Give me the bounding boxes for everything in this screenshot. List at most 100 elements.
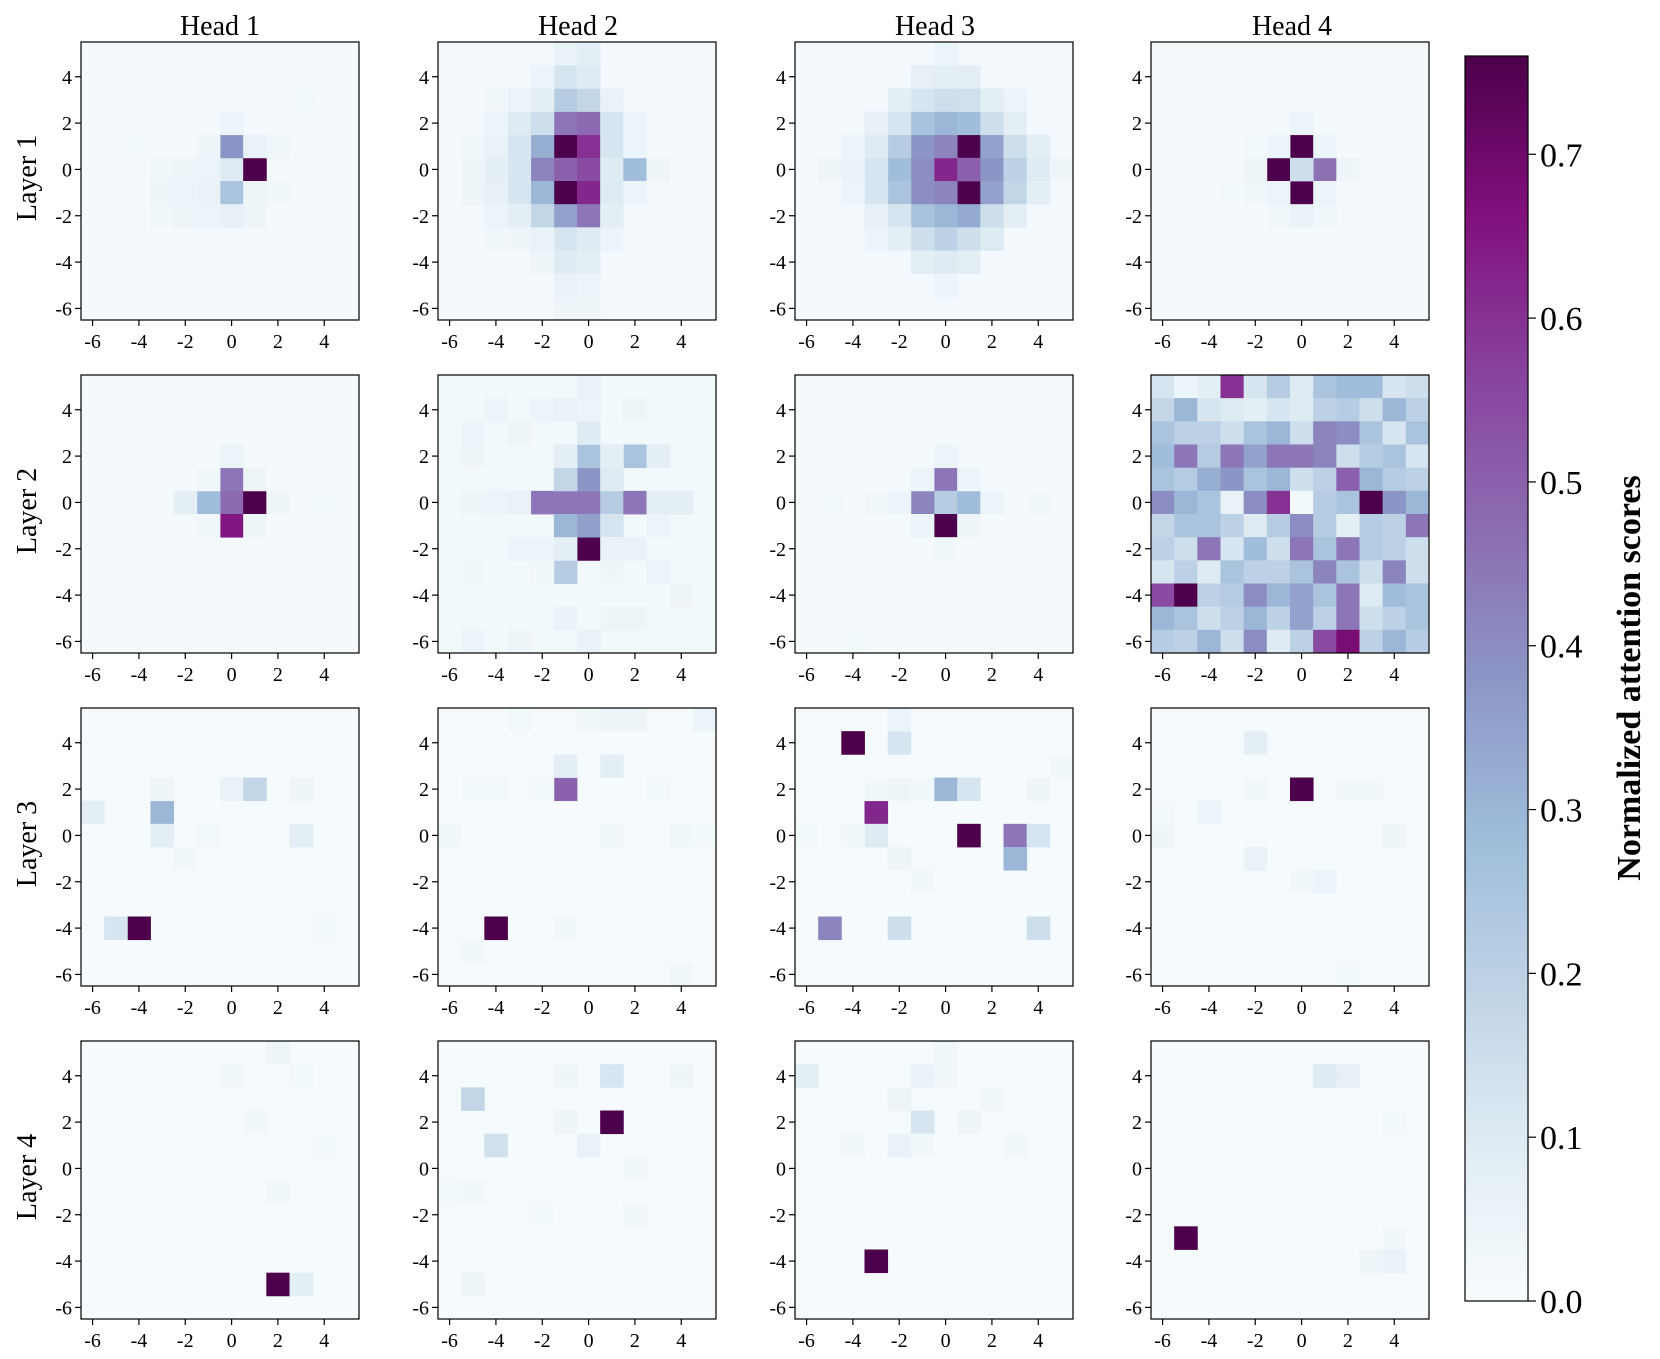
y-tick-label: 2 xyxy=(419,446,429,468)
y-tick-label: 0 xyxy=(62,492,72,514)
heatmap-cell xyxy=(577,65,601,89)
panel-frame xyxy=(437,41,717,321)
x-tick-label: -6 xyxy=(1154,997,1171,1019)
x-tick-label: 4 xyxy=(319,997,329,1019)
heatmap-cell xyxy=(1336,560,1360,584)
heatmap-cell xyxy=(887,916,912,941)
heatmap-cell xyxy=(623,398,647,422)
y-tick-label: -6 xyxy=(55,964,72,986)
y-tick-label: -4 xyxy=(769,1251,786,1273)
heatmap-cell xyxy=(1382,398,1407,422)
heatmap-cell xyxy=(1405,421,1430,445)
x-tick-label: -2 xyxy=(1247,997,1264,1019)
heatmap-cell xyxy=(1003,134,1028,159)
heatmap-cell xyxy=(600,823,624,848)
y-tick-label: 2 xyxy=(419,1112,429,1134)
heatmap-cell xyxy=(600,134,624,159)
x-tick-label: 2 xyxy=(273,997,283,1019)
x-tick-label: -6 xyxy=(441,331,458,353)
heatmap-cell xyxy=(553,398,578,422)
heatmap-cell xyxy=(507,111,532,136)
heatmap-cell xyxy=(484,181,508,205)
heatmap-cell xyxy=(577,421,601,445)
x-tick-label: 4 xyxy=(1033,331,1043,353)
heatmap-cell xyxy=(461,421,485,445)
heatmap-cell xyxy=(1359,467,1384,492)
heatmap-cell xyxy=(600,514,624,538)
heatmap-cell xyxy=(220,1064,244,1088)
heatmap-cell xyxy=(243,490,267,515)
x-tick-label: 4 xyxy=(319,331,329,353)
heatmap-cell xyxy=(623,111,647,136)
heatmap-cell xyxy=(1266,537,1291,561)
heatmap-cell xyxy=(577,157,601,182)
heatmap-cell xyxy=(818,490,842,515)
heatmap-cell xyxy=(934,467,958,492)
heatmap-cell xyxy=(530,204,555,228)
x-tick-label: 0 xyxy=(1297,664,1307,686)
heatmap-cell xyxy=(507,134,532,159)
heatmap-panel-layer2-head3: -6 -4 -2 0 2 4 4 2 0 -2 -4 -6 xyxy=(769,374,1074,686)
x-tick-label: 0 xyxy=(1297,997,1307,1019)
colorbar-tick-label: 0.0 xyxy=(1540,1284,1583,1321)
heatmap-cell xyxy=(577,250,601,275)
heatmap-cell xyxy=(1243,375,1268,399)
heatmap-cell xyxy=(600,181,624,205)
heatmap-cell xyxy=(243,134,267,159)
row-label-layer-2: Layer 2 xyxy=(12,468,43,554)
heatmap-cell xyxy=(934,111,958,136)
y-tick-label: -4 xyxy=(412,585,429,607)
heatmap-cell xyxy=(1359,560,1384,584)
heatmap-cell xyxy=(484,398,508,422)
x-tick-label: 0 xyxy=(584,997,594,1019)
heatmap-cell xyxy=(669,490,694,515)
y-tick-label: -2 xyxy=(769,539,786,561)
heatmap-cell xyxy=(577,490,601,515)
heatmap-cell xyxy=(600,754,624,778)
heatmap-cell xyxy=(934,134,958,159)
colorbar-tick-label: 0.2 xyxy=(1540,956,1583,993)
heatmap-cell xyxy=(1313,1064,1337,1088)
heatmap-cell xyxy=(553,514,578,538)
heatmap-cell xyxy=(1290,398,1314,422)
heatmap-cell xyxy=(623,157,647,182)
heatmap-cell xyxy=(553,1110,578,1135)
heatmap-cell xyxy=(577,134,601,159)
panel-frame xyxy=(794,41,1074,321)
heatmap-cell xyxy=(1336,514,1360,538)
heatmap-panel-layer4-head4: -6 -4 -2 0 2 4 4 2 0 -2 -4 -6 xyxy=(1125,1040,1430,1352)
heatmap-cell xyxy=(1336,962,1360,987)
heatmap-cell xyxy=(1243,157,1268,182)
colorbar-tick-label: 0.5 xyxy=(1540,465,1583,502)
y-tick-label: 0 xyxy=(1132,825,1142,847)
heatmap-cell xyxy=(507,708,532,732)
heatmap-cell xyxy=(910,1110,935,1135)
panel-frame xyxy=(1150,707,1430,987)
heatmap-cell xyxy=(1290,111,1314,136)
heatmap-cell xyxy=(484,134,508,159)
x-tick-label: -4 xyxy=(1201,664,1218,686)
heatmap-cell xyxy=(1003,111,1028,136)
heatmap-cell xyxy=(957,1110,981,1135)
heatmap-cell xyxy=(553,560,578,584)
heatmap-cell xyxy=(577,537,601,561)
x-tick-label: -2 xyxy=(177,997,194,1019)
y-tick-label: -4 xyxy=(55,252,72,274)
x-tick-label: -6 xyxy=(798,664,815,686)
heatmap-cell xyxy=(289,1272,314,1297)
heatmap-cell xyxy=(530,560,555,584)
heatmap-cell xyxy=(623,490,647,515)
x-tick-label: 2 xyxy=(1343,664,1353,686)
heatmap-cell xyxy=(530,134,555,159)
heatmap-cell xyxy=(1151,606,1175,631)
heatmap-cell xyxy=(1313,375,1337,399)
heatmap-cell xyxy=(196,823,221,848)
heatmap-cell xyxy=(1220,490,1245,515)
y-tick-label: 2 xyxy=(62,113,72,135)
heatmap-cell xyxy=(795,823,819,848)
heatmap-cell xyxy=(1290,444,1314,469)
x-tick-label: -2 xyxy=(891,1330,908,1352)
heatmap-cell xyxy=(577,708,601,732)
heatmap-cell xyxy=(623,606,647,631)
heatmap-cell xyxy=(910,1133,935,1158)
